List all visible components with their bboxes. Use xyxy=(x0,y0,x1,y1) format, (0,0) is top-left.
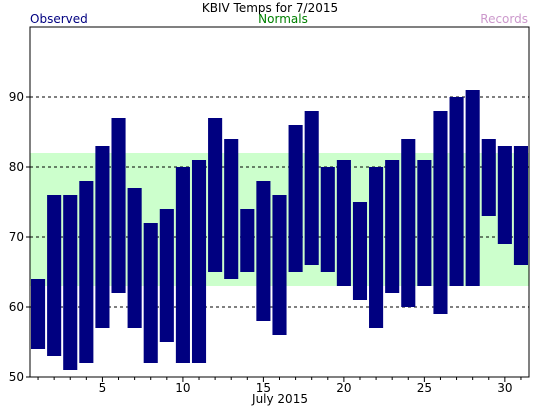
x-tick-label: 5 xyxy=(99,381,107,395)
observed-bar-day-14 xyxy=(240,209,255,272)
observed-bar-day-2 xyxy=(47,195,62,356)
observed-bar-day-11 xyxy=(191,160,207,363)
observed-bar-day-12 xyxy=(208,118,223,272)
observed-bar-day-29 xyxy=(481,139,496,216)
legend-normals: Normals xyxy=(258,12,308,26)
observed-bar-day-25 xyxy=(417,160,432,286)
observed-bar-day-7 xyxy=(127,188,142,328)
y-tick-label: 60 xyxy=(9,300,24,314)
x-tick-label: 20 xyxy=(336,381,351,395)
observed-bar-day-17 xyxy=(288,125,303,272)
observed-bar-day-22 xyxy=(369,167,384,328)
observed-bar-day-13 xyxy=(224,139,239,279)
observed-bar-day-1 xyxy=(31,279,46,349)
legend-observed: Observed xyxy=(30,12,88,26)
observed-bar-day-20 xyxy=(336,160,351,286)
chart-title: KBIV Temps for 7/2015 xyxy=(202,1,338,15)
observed-bar-day-19 xyxy=(320,167,335,272)
observed-bar-day-23 xyxy=(385,160,400,293)
x-axis-label: July 2015 xyxy=(251,392,308,406)
observed-bar-day-18 xyxy=(304,111,319,265)
observed-bar-day-8 xyxy=(143,223,158,363)
x-tick-label: 25 xyxy=(417,381,432,395)
y-tick-label: 90 xyxy=(9,90,24,104)
observed-bar-day-30 xyxy=(497,146,512,244)
y-tick-label: 50 xyxy=(9,370,24,384)
observed-bar-day-3 xyxy=(63,195,78,370)
observed-bar-day-31 xyxy=(513,146,528,265)
y-axis: 50 60 70 80 90 xyxy=(9,90,30,384)
observed-bar-day-10 xyxy=(175,167,190,363)
observed-bar-day-16 xyxy=(272,195,287,335)
observed-bar-day-21 xyxy=(352,202,368,300)
observed-bar-day-9 xyxy=(159,209,174,342)
observed-bar-day-4 xyxy=(79,181,94,363)
x-tick-label: 30 xyxy=(497,381,512,395)
x-tick-label: 15 xyxy=(256,381,271,395)
x-tick-label: 10 xyxy=(175,381,190,395)
observed-bar-day-27 xyxy=(449,97,464,286)
observed-bar-day-5 xyxy=(95,146,110,328)
y-tick-label: 80 xyxy=(9,160,24,174)
y-tick-label: 70 xyxy=(9,230,24,244)
observed-bar-day-24 xyxy=(401,139,416,307)
observed-bar-day-15 xyxy=(256,181,271,321)
observed-bar-day-6 xyxy=(111,118,126,293)
observed-bar-day-28 xyxy=(465,90,480,286)
observed-bars xyxy=(31,90,528,370)
legend-records: Records xyxy=(480,12,528,26)
observed-bar-day-26 xyxy=(433,111,448,314)
x-axis: 5 10 15 20 25 30 xyxy=(37,377,522,395)
